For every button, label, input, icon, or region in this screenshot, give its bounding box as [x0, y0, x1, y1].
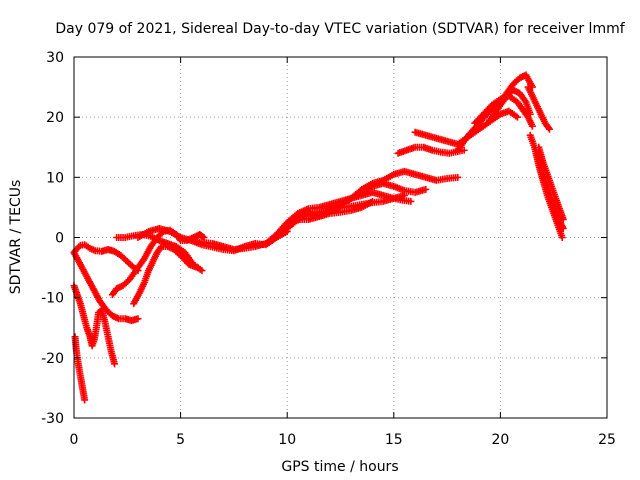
data-point — [460, 146, 468, 154]
y-tick-label: 0 — [55, 231, 64, 247]
chart-title: Day 079 of 2021, Sidereal Day-to-day VTE… — [55, 21, 625, 37]
x-tick-label: 20 — [491, 432, 509, 448]
data-point — [544, 124, 552, 132]
data-point — [521, 97, 529, 105]
data-point — [156, 244, 164, 252]
x-axis-label: GPS time / hours — [281, 459, 398, 475]
series-arc-22 — [535, 143, 567, 223]
x-tick-label: 0 — [70, 432, 79, 448]
y-tick-label: 10 — [46, 170, 64, 186]
series-arc-18 — [486, 86, 534, 124]
axis-ticks: 0 5 10 15 20 25 -30 -20 -10 0 10 20 30 — [41, 50, 616, 448]
data-point — [559, 224, 567, 232]
data-point — [111, 360, 119, 368]
y-axis-label: SDTVAR / TECUs — [8, 180, 24, 295]
series-arc-19 — [524, 83, 553, 133]
series-arc-2 — [70, 282, 119, 368]
data-point — [81, 396, 89, 404]
x-tick-label: 5 — [176, 432, 185, 448]
x-tick-label: 15 — [385, 432, 403, 448]
data-point — [407, 197, 415, 205]
series-arc-14 — [394, 143, 468, 157]
data-point — [513, 113, 521, 121]
x-tick-label: 25 — [598, 432, 616, 448]
data-point — [558, 234, 566, 241]
data-point — [422, 185, 430, 193]
data-point — [526, 110, 534, 118]
series-arc-1 — [71, 333, 89, 404]
series-arc-12 — [294, 191, 408, 220]
data-point — [454, 173, 462, 181]
series-arc-13 — [326, 188, 415, 211]
y-tick-label: 30 — [46, 50, 64, 66]
series-arc-7 — [130, 243, 202, 308]
data-point — [194, 264, 202, 272]
y-tick-label: 20 — [46, 110, 64, 126]
y-tick-label: -10 — [41, 291, 64, 307]
data-point — [545, 125, 553, 133]
x-tick-label: 10 — [278, 432, 296, 448]
y-tick-label: -30 — [41, 411, 64, 427]
series-arc-4 — [70, 249, 142, 325]
y-tick-label: -20 — [41, 351, 64, 367]
data-point — [528, 122, 536, 130]
data-point — [134, 315, 142, 323]
data-point — [198, 267, 206, 275]
data-point — [559, 215, 567, 223]
data-series — [70, 71, 567, 404]
